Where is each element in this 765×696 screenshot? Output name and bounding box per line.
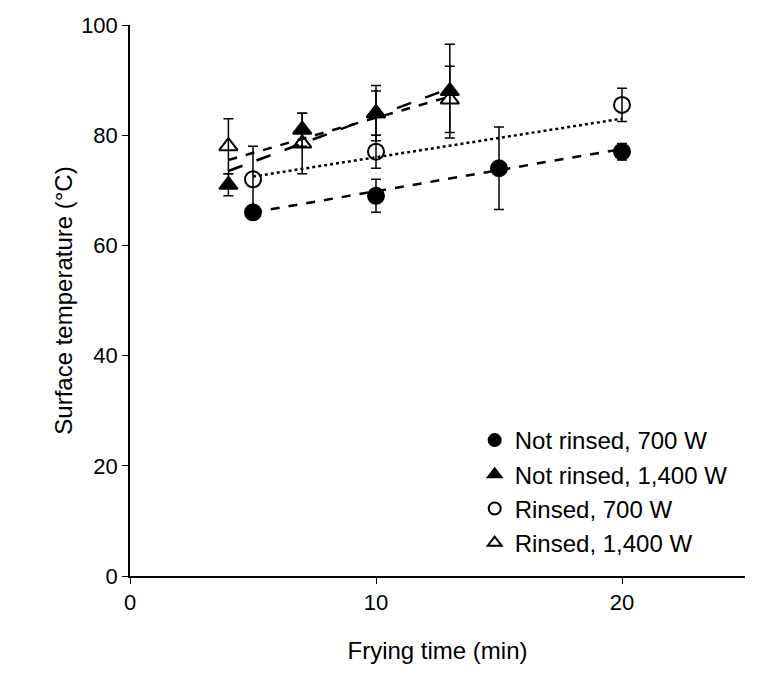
svg-text:Not rinsed, 700 W: Not rinsed, 700 W — [515, 427, 707, 454]
svg-text:Rinsed, 1,400 W: Rinsed, 1,400 W — [515, 530, 693, 557]
svg-text:20: 20 — [93, 454, 117, 479]
svg-text:0: 0 — [106, 564, 118, 589]
svg-text:80: 80 — [93, 123, 117, 148]
svg-text:Frying time (min): Frying time (min) — [347, 637, 527, 664]
svg-text:0: 0 — [124, 590, 136, 615]
svg-text:Surface temperature (°C): Surface temperature (°C) — [50, 166, 77, 434]
svg-text:Rinsed, 700 W: Rinsed, 700 W — [515, 496, 673, 523]
svg-text:10: 10 — [364, 590, 388, 615]
svg-text:40: 40 — [93, 343, 117, 368]
svg-text:100: 100 — [81, 13, 118, 38]
svg-text:20: 20 — [610, 590, 634, 615]
svg-text:Not rinsed, 1,400 W: Not rinsed, 1,400 W — [515, 462, 727, 489]
svg-text:60: 60 — [93, 233, 117, 258]
